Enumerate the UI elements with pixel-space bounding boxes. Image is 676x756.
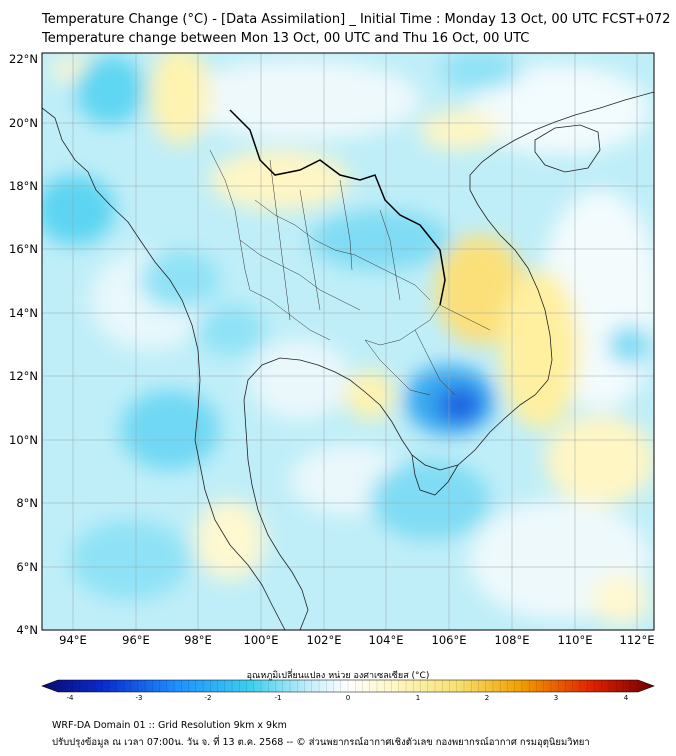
lat-label: 8°N [16, 496, 38, 510]
map-title: Temperature Change (°C) - [Data Assimila… [42, 12, 671, 27]
footer-model-info: WRF-DA Domain 01 :: Grid Resolution 9km … [52, 720, 287, 731]
temperature-field [42, 53, 654, 630]
lat-label: 16°N [9, 242, 38, 256]
mekong-border [229, 109, 446, 306]
colorbar-tick: 3 [554, 694, 558, 702]
lat-label: 10°N [9, 433, 38, 447]
lon-label: 112°E [620, 633, 655, 647]
colorbar-tick: 1 [416, 694, 420, 702]
lon-label: 108°E [495, 633, 530, 647]
gridlines [42, 53, 654, 630]
colorbar-bar [41, 679, 655, 693]
lon-label: 100°E [244, 633, 279, 647]
colorbar-tick: 4 [624, 694, 629, 702]
colorbar-tick: -1 [275, 694, 282, 702]
latitude-labels: 22°N 20°N 18°N 16°N 14°N 12°N 10°N 8°N 6… [9, 52, 38, 637]
map-frame [41, 52, 655, 631]
lat-label: 6°N [16, 560, 38, 574]
lat-label: 4°N [16, 623, 38, 637]
lon-label: 106°E [432, 633, 467, 647]
map-subtitle: Temperature change between Mon 13 Oct, 0… [42, 31, 530, 46]
lat-label: 18°N [9, 179, 38, 193]
colorbar-tick: 2 [485, 694, 489, 702]
colorbar-tick: -3 [136, 694, 143, 702]
lat-label: 12°N [9, 369, 38, 383]
lon-label: 104°E [369, 633, 404, 647]
lon-label: 98°E [184, 633, 212, 647]
lon-label: 102°E [307, 633, 342, 647]
lat-label: 22°N [9, 52, 38, 66]
colorbar-tick: 0 [346, 694, 350, 702]
lat-label: 20°N [9, 116, 38, 130]
footer-credit: ปรับปรุงข้อมูล ณ เวลา 07:00น. วัน จ. ที่… [52, 737, 590, 748]
coastlines [42, 91, 654, 630]
colorbar: -4 -3 -2 -1 0 1 2 3 4 [41, 679, 655, 702]
lon-label: 94°E [59, 633, 87, 647]
longitude-labels: 94°E 96°E 98°E 100°E 102°E 104°E 106°E 1… [59, 633, 654, 647]
lon-label: 110°E [558, 633, 593, 647]
lat-label: 14°N [9, 306, 38, 320]
lon-label: 96°E [122, 633, 150, 647]
colorbar-tick: -2 [205, 694, 212, 702]
colorbar-tick: -4 [67, 694, 75, 702]
colorbar-title: อุณหภูมิเปลี่ยนแปลง หน่วย องศาเซลเซียส (… [246, 671, 430, 681]
